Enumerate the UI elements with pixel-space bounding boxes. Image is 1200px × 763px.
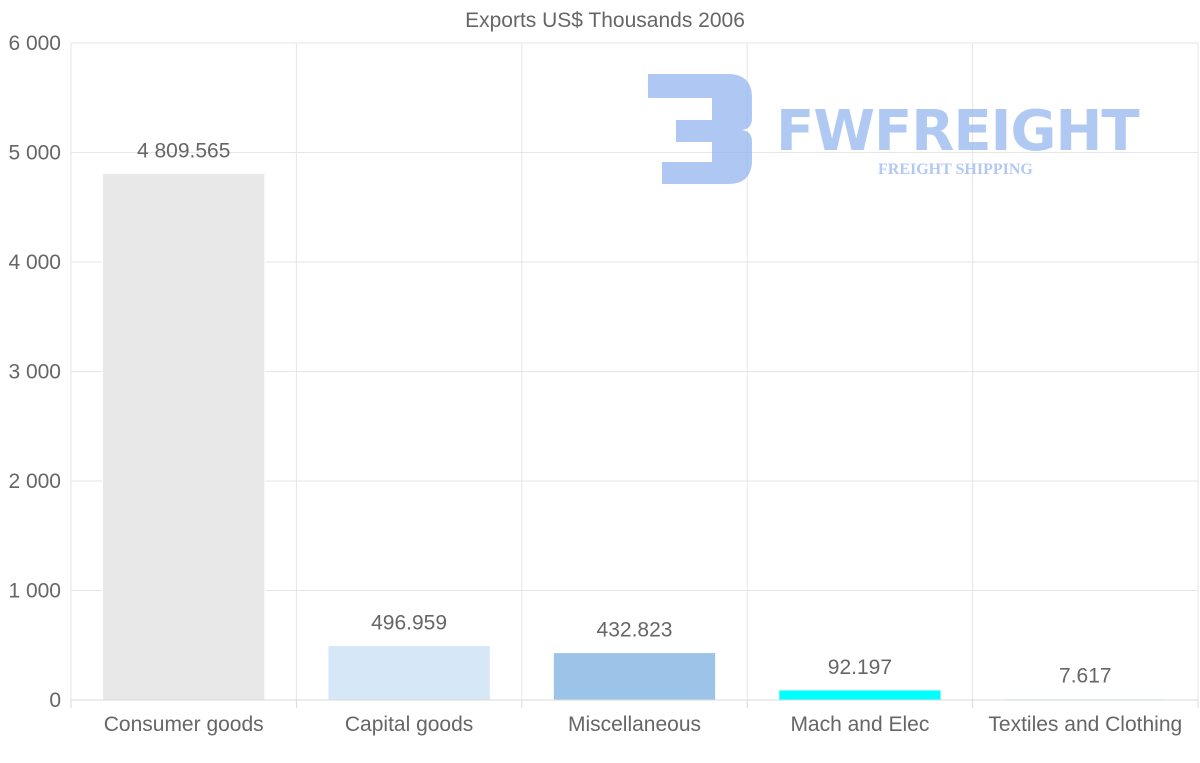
watermark-tagline: FREIGHT SHIPPING <box>878 161 1033 178</box>
y-tick-label: 3 000 <box>8 361 61 384</box>
x-tick-label: Consumer goods <box>104 713 264 736</box>
x-tick-label: Miscellaneous <box>568 713 701 736</box>
data-label: 92.197 <box>828 656 892 679</box>
y-tick-label: 5 000 <box>8 142 61 165</box>
y-tick-label: 1 000 <box>8 580 61 603</box>
data-label: 496.959 <box>371 612 447 635</box>
fwfreight-logo-mark-icon <box>648 74 752 184</box>
x-axis-ticks: Consumer goods Capital goods Miscellaneous… <box>104 713 1182 736</box>
bars <box>102 172 1167 701</box>
bar-capital-goods[interactable] <box>327 645 491 701</box>
bar-consumer-goods[interactable] <box>102 172 266 701</box>
chart-title: Exports US$ Thousands 2006 <box>465 9 745 32</box>
y-tick-label: 6 000 <box>8 32 61 55</box>
data-label: 432.823 <box>597 619 673 642</box>
fwfreight-watermark: FWFREIGHT FREIGHT SHIPPING <box>648 74 1140 184</box>
data-labels: 4 809.565 496.959 432.823 92.197 7.617 <box>137 139 1112 687</box>
bar-miscellaneous[interactable] <box>552 652 717 701</box>
y-tick-label: 4 000 <box>8 251 61 274</box>
y-axis-ticks: 0 1 000 2 000 3 000 4 000 5 000 6 000 <box>8 32 61 712</box>
x-tick-label: Mach and Elec <box>790 713 929 736</box>
data-label: 7.617 <box>1059 665 1112 688</box>
watermark-brand: FWFREIGHT <box>776 99 1139 164</box>
y-tick-label: 0 <box>49 689 61 712</box>
x-tick-label: Capital goods <box>345 713 473 736</box>
bar-mach-and-elec[interactable] <box>778 689 942 701</box>
y-tick-label: 2 000 <box>8 470 61 493</box>
data-label: 4 809.565 <box>137 139 230 162</box>
x-tick-label: Textiles and Clothing <box>988 713 1182 736</box>
